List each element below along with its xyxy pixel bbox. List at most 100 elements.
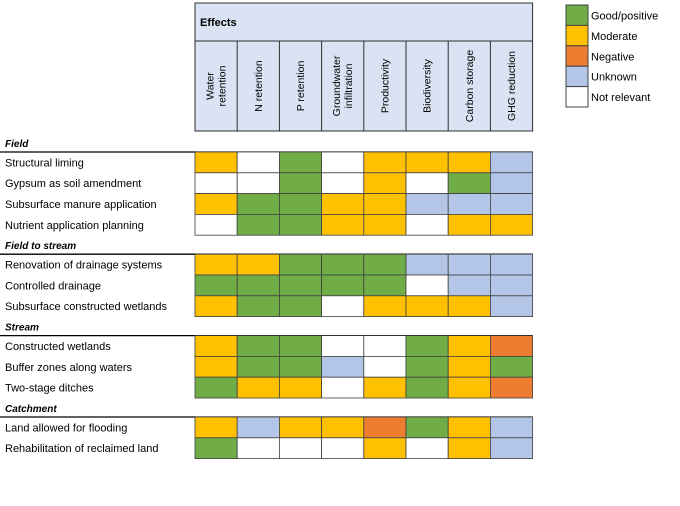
cell-subsurface-manure-application-groundwater-infiltration (321, 193, 365, 215)
cell-controlled-drainage-biodiversity (405, 274, 449, 297)
cell-subsurface-manure-application-biodiversity (405, 193, 449, 215)
cell-renovation-of-drainage-systems-carbon-storage (447, 253, 491, 276)
cell-rehabilitation-of-reclaimed-land-p-retention (278, 437, 322, 459)
cell-gypsum-as-soil-amendment-ghg-reduction (489, 172, 533, 195)
cell-structural-liming-productivity (363, 151, 407, 174)
cell-two-stage-ditches-productivity (363, 376, 407, 399)
cell-structural-liming-n-retention (236, 151, 280, 174)
row-label-subsurface-constructed-wetlands: Subsurface constructed wetlands (5, 301, 168, 313)
cell-subsurface-constructed-wetlands-ghg-reduction (489, 295, 533, 317)
row-label-buffer-zones-along-waters: Buffer zones along waters (5, 362, 132, 374)
cell-subsurface-manure-application-n-retention (236, 193, 280, 215)
column-header-groundwater-infiltration: Groundwaterinfiltration (331, 55, 355, 116)
cell-constructed-wetlands-water-retention (194, 335, 238, 357)
cell-renovation-of-drainage-systems-n-retention (236, 253, 280, 276)
cell-controlled-drainage-groundwater-infiltration (321, 274, 365, 297)
cell-subsurface-manure-application-carbon-storage (447, 193, 491, 215)
cell-rehabilitation-of-reclaimed-land-groundwater-infiltration (321, 437, 365, 459)
cell-subsurface-constructed-wetlands-carbon-storage (447, 295, 491, 317)
cell-buffer-zones-along-waters-ghg-reduction (489, 355, 533, 378)
cell-land-allowed-for-flooding-biodiversity (405, 416, 449, 439)
cell-rehabilitation-of-reclaimed-land-biodiversity (405, 437, 449, 459)
cell-rehabilitation-of-reclaimed-land-productivity (363, 437, 407, 459)
column-header-water-retention: Waterretention (205, 65, 229, 106)
cell-rehabilitation-of-reclaimed-land-n-retention (236, 437, 280, 459)
cell-nutrient-application-planning-n-retention (236, 213, 280, 236)
cell-two-stage-ditches-ghg-reduction (489, 376, 533, 399)
cell-constructed-wetlands-groundwater-infiltration (321, 335, 365, 357)
legend-label-unknown: Unknown (591, 72, 637, 84)
cell-two-stage-ditches-biodiversity (405, 376, 449, 399)
cell-rehabilitation-of-reclaimed-land-carbon-storage (447, 437, 491, 459)
cell-buffer-zones-along-waters-groundwater-infiltration (321, 355, 365, 378)
cell-constructed-wetlands-productivity (363, 335, 407, 357)
cell-subsurface-constructed-wetlands-water-retention (194, 295, 238, 317)
cell-land-allowed-for-flooding-carbon-storage (447, 416, 491, 439)
cell-buffer-zones-along-waters-n-retention (236, 355, 280, 378)
cell-structural-liming-biodiversity (405, 151, 449, 174)
legend-label-moderate: Moderate (591, 31, 637, 43)
legend-label-not-relevant: Not relevant (591, 92, 650, 104)
cell-controlled-drainage-ghg-reduction (489, 274, 533, 297)
row-label-renovation-of-drainage-systems: Renovation of drainage systems (5, 260, 163, 272)
cell-constructed-wetlands-biodiversity (405, 335, 449, 357)
group-label-field: Field (5, 139, 29, 150)
cell-land-allowed-for-flooding-p-retention (278, 416, 322, 439)
cell-renovation-of-drainage-systems-p-retention (278, 253, 322, 276)
group-label-field-to-stream: Field to stream (5, 241, 76, 252)
cell-controlled-drainage-water-retention (194, 274, 238, 297)
cell-buffer-zones-along-waters-carbon-storage (447, 355, 491, 378)
row-label-gypsum-as-soil-amendment: Gypsum as soil amendment (5, 178, 141, 190)
row-label-structural-liming: Structural liming (5, 157, 84, 169)
cell-two-stage-ditches-p-retention (278, 376, 322, 399)
cell-constructed-wetlands-carbon-storage (447, 335, 491, 357)
cell-rehabilitation-of-reclaimed-land-water-retention (194, 437, 238, 459)
cell-gypsum-as-soil-amendment-p-retention (278, 172, 322, 195)
cell-buffer-zones-along-waters-biodiversity (405, 355, 449, 378)
cell-structural-liming-p-retention (278, 151, 322, 174)
header-band: Effects Waterretention N retention P retent… (194, 2, 534, 132)
cell-subsurface-constructed-wetlands-biodiversity (405, 295, 449, 317)
cell-controlled-drainage-n-retention (236, 274, 280, 297)
column-header-productivity: Productivity (379, 58, 391, 113)
cell-subsurface-manure-application-water-retention (194, 193, 238, 215)
header-title: Effects (200, 17, 237, 29)
cell-gypsum-as-soil-amendment-carbon-storage (447, 172, 491, 195)
cell-controlled-drainage-productivity (363, 274, 407, 297)
group-label-catchment: Catchment (5, 404, 57, 415)
cell-structural-liming-ghg-reduction (489, 151, 533, 174)
column-header-p-retention: P retention (295, 61, 307, 112)
cell-subsurface-manure-application-ghg-reduction (489, 193, 533, 215)
cell-nutrient-application-planning-biodiversity (405, 213, 449, 236)
legend-swatch-unknown (565, 65, 589, 88)
cell-subsurface-constructed-wetlands-groundwater-infiltration (321, 295, 365, 317)
cell-structural-liming-groundwater-infiltration (321, 151, 365, 174)
cell-nutrient-application-planning-groundwater-infiltration (321, 213, 365, 236)
cell-nutrient-application-planning-water-retention (194, 213, 238, 236)
row-label-nutrient-application-planning: Nutrient application planning (5, 220, 144, 232)
cell-renovation-of-drainage-systems-ghg-reduction (489, 253, 533, 276)
cell-gypsum-as-soil-amendment-n-retention (236, 172, 280, 195)
row-label-land-allowed-for-flooding: Land allowed for flooding (5, 422, 127, 434)
cell-land-allowed-for-flooding-water-retention (194, 416, 238, 439)
legend: Good/positive Moderate Negative Unknown Not … (565, 4, 658, 108)
row-label-rehabilitation-of-reclaimed-land: Rehabilitation of reclaimed land (5, 443, 158, 455)
cell-two-stage-ditches-water-retention (194, 376, 238, 399)
cell-subsurface-constructed-wetlands-p-retention (278, 295, 322, 317)
cell-controlled-drainage-p-retention (278, 274, 322, 297)
cell-two-stage-ditches-carbon-storage (447, 376, 491, 399)
cell-constructed-wetlands-ghg-reduction (489, 335, 533, 357)
column-header-n-retention: N retention (253, 60, 265, 112)
cell-nutrient-application-planning-p-retention (278, 213, 322, 236)
row-label-constructed-wetlands: Constructed wetlands (5, 341, 111, 353)
cell-structural-liming-carbon-storage (447, 151, 491, 174)
cell-buffer-zones-along-waters-water-retention (194, 355, 238, 378)
cell-subsurface-constructed-wetlands-n-retention (236, 295, 280, 317)
cell-rehabilitation-of-reclaimed-land-ghg-reduction (489, 437, 533, 459)
cell-renovation-of-drainage-systems-groundwater-infiltration (321, 253, 365, 276)
legend-swatch-negative (565, 45, 589, 67)
cell-gypsum-as-soil-amendment-productivity (363, 172, 407, 195)
cell-nutrient-application-planning-productivity (363, 213, 407, 236)
